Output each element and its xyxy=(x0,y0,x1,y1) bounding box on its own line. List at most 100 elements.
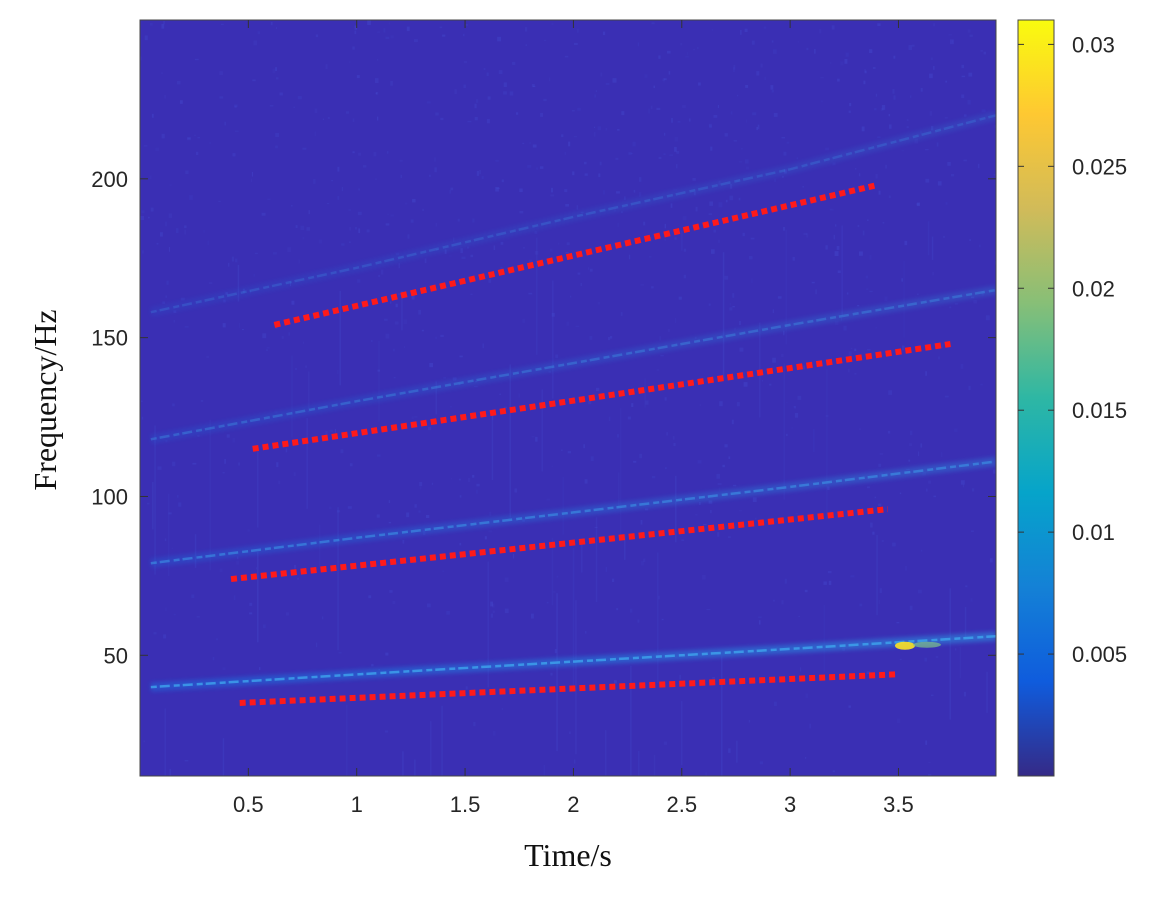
noise-speck xyxy=(564,55,569,58)
noise-speck xyxy=(179,100,183,104)
noise-speck xyxy=(639,177,642,182)
noise-speck xyxy=(884,296,888,301)
noise-streak xyxy=(813,429,815,452)
noise-speck xyxy=(316,642,318,648)
noise-speck xyxy=(314,131,317,136)
noise-speck xyxy=(874,108,877,111)
noise-speck xyxy=(713,115,718,118)
noise-speck xyxy=(474,103,477,109)
noise-speck xyxy=(514,488,518,493)
noise-speck xyxy=(395,303,398,308)
noise-speck xyxy=(155,147,160,152)
noise-speck xyxy=(834,251,839,256)
noise-speck xyxy=(729,195,734,201)
noise-speck xyxy=(802,186,804,188)
noise-speck xyxy=(736,402,740,407)
noise-speck xyxy=(673,189,677,191)
noise-speck xyxy=(969,239,971,241)
noise-speck xyxy=(140,216,144,220)
noise-speck xyxy=(491,415,494,421)
noise-speck xyxy=(616,608,619,611)
noise-speck xyxy=(194,58,199,61)
noise-speck xyxy=(194,134,196,136)
noise-speck xyxy=(639,453,643,459)
noise-speck xyxy=(925,371,927,376)
noise-speck xyxy=(658,595,661,600)
noise-speck xyxy=(686,52,688,56)
noise-speck xyxy=(660,355,664,357)
noise-speck xyxy=(473,722,476,727)
noise-speck xyxy=(924,657,927,662)
noise-speck xyxy=(881,540,884,542)
noise-speck xyxy=(602,31,606,36)
noise-speck xyxy=(522,142,525,145)
noise-speck xyxy=(850,575,855,578)
noise-speck xyxy=(531,613,534,619)
noise-speck xyxy=(434,167,437,173)
noise-speck xyxy=(783,330,785,336)
noise-speck xyxy=(536,167,538,170)
noise-speck xyxy=(476,489,478,494)
noise-speck xyxy=(719,401,723,407)
noise-speck xyxy=(785,433,788,437)
noise-speck xyxy=(909,95,912,98)
noise-speck xyxy=(993,173,996,176)
heatmap-hotspot-tail xyxy=(912,641,941,648)
noise-speck xyxy=(294,564,297,569)
noise-speck xyxy=(662,78,665,82)
noise-speck xyxy=(930,57,933,61)
noise-speck xyxy=(814,49,816,54)
noise-speck xyxy=(960,364,964,369)
noise-streak xyxy=(556,593,558,752)
noise-speck xyxy=(546,601,549,604)
noise-speck xyxy=(406,512,410,518)
noise-speck xyxy=(184,325,189,328)
noise-speck xyxy=(550,194,555,197)
noise-speck xyxy=(888,195,891,198)
noise-speck xyxy=(605,127,608,131)
noise-speck xyxy=(176,495,179,498)
noise-speck xyxy=(644,74,648,78)
noise-streak xyxy=(209,419,211,571)
noise-speck xyxy=(829,208,833,210)
noise-speck xyxy=(516,112,519,115)
noise-speck xyxy=(250,178,252,182)
noise-streak xyxy=(346,704,348,776)
noise-streak xyxy=(624,534,626,560)
noise-speck xyxy=(338,652,342,654)
noise-speck xyxy=(572,171,575,176)
noise-speck xyxy=(594,526,598,528)
noise-speck xyxy=(885,164,887,169)
noise-speck xyxy=(977,163,980,169)
noise-speck xyxy=(733,327,736,331)
noise-speck xyxy=(897,718,901,724)
noise-speck xyxy=(467,246,469,249)
noise-speck xyxy=(815,289,817,295)
noise-speck xyxy=(670,203,673,208)
noise-speck xyxy=(693,48,696,51)
noise-speck xyxy=(708,123,712,127)
noise-speck xyxy=(761,380,763,382)
noise-speck xyxy=(543,39,547,42)
noise-speck xyxy=(710,509,712,514)
y-tick-label: 100 xyxy=(91,484,128,509)
noise-speck xyxy=(355,226,357,230)
noise-speck xyxy=(866,349,871,351)
noise-speck xyxy=(522,318,525,323)
noise-speck xyxy=(266,347,270,349)
noise-speck xyxy=(760,63,763,68)
noise-speck xyxy=(176,80,181,85)
noise-speck xyxy=(835,224,837,227)
noise-speck xyxy=(249,612,253,615)
noise-speck xyxy=(499,393,501,396)
noise-speck xyxy=(463,84,466,88)
noise-speck xyxy=(731,419,734,425)
noise-speck xyxy=(528,259,533,265)
noise-speck xyxy=(141,400,143,402)
noise-speck xyxy=(196,616,200,618)
noise-speck xyxy=(732,306,735,308)
noise-speck xyxy=(156,242,159,245)
colorbar-tick-label: 0.005 xyxy=(1072,642,1127,667)
noise-speck xyxy=(961,75,966,78)
